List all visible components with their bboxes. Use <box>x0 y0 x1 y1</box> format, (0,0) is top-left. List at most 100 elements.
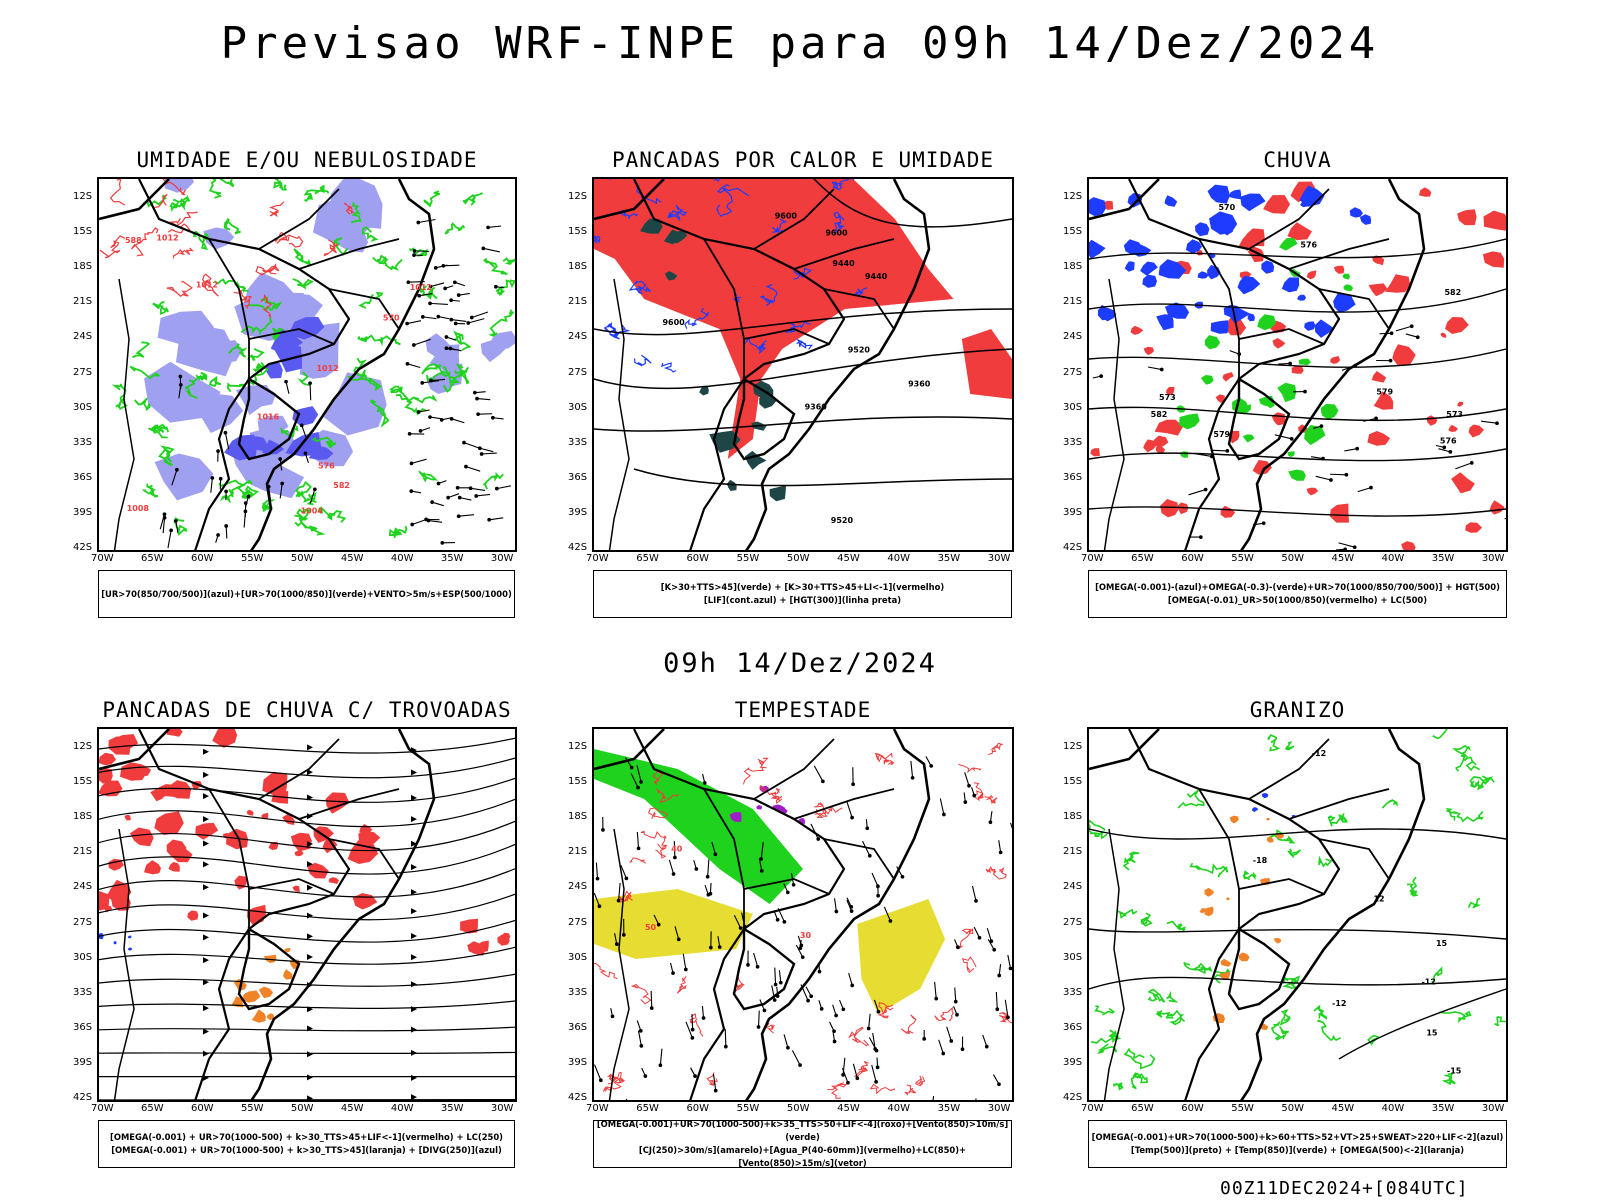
wind-vector <box>178 384 182 399</box>
humidity-low-contours-line <box>247 347 265 361</box>
rain-omega-blob <box>1154 435 1169 449</box>
humidity-low-contours-line <box>388 525 408 538</box>
lat-label: 18S <box>1063 261 1083 273</box>
lat-label: 24S <box>568 881 588 893</box>
height-500-contours-line <box>1089 448 1506 462</box>
wind-vector-head <box>486 225 490 230</box>
humid-area-blob <box>699 385 709 396</box>
thunder-rain-blob <box>166 729 183 737</box>
humidity-low-contours-line <box>483 257 509 276</box>
wind-vector-head <box>1288 361 1293 366</box>
wind-vector-head <box>439 417 444 422</box>
country-border <box>1128 729 1341 1100</box>
rain-omega-blob <box>1451 472 1475 494</box>
lon-label: 60W <box>1181 553 1204 564</box>
wind-vector-head <box>888 919 893 923</box>
wind-vector <box>707 859 710 877</box>
wind-vector-head <box>636 785 640 790</box>
thickness-contours-line <box>260 293 273 319</box>
humidity-high-blob <box>288 317 325 340</box>
lat-label: 18S <box>568 811 588 823</box>
contour-label: 12 <box>1373 894 1384 903</box>
wind-vector-head <box>416 410 421 414</box>
wind-vector-head <box>1352 545 1357 550</box>
wind-vector-head <box>708 945 713 950</box>
instability-area <box>594 179 954 459</box>
wind-vector-head <box>977 935 982 940</box>
streamlines-250-arrows <box>203 744 417 1100</box>
wind-vector <box>712 1073 717 1091</box>
precip-water-contours-line <box>764 1022 775 1034</box>
wind-vector <box>595 862 599 879</box>
humidity-mid-east-blob <box>429 344 460 371</box>
omega-orange-blob <box>1229 815 1239 824</box>
precip-water-contours-line <box>648 807 669 820</box>
rain-green-blob <box>1304 425 1326 446</box>
wind-vector-head <box>162 515 167 520</box>
wind-vector <box>946 1026 952 1042</box>
wind-vector <box>753 952 759 967</box>
wind-arrow <box>203 840 209 847</box>
lat-label: 27S <box>73 916 93 928</box>
wind-vector <box>625 1098 628 1100</box>
rain-green <box>1176 237 1354 481</box>
legend-box: [UR>70(850/700/500)](azul)+[UR>70(1000/8… <box>98 570 515 618</box>
rain-green-blob <box>1257 314 1277 331</box>
humidity-mid-blob <box>323 372 387 436</box>
rain-omega-blob <box>1263 195 1290 214</box>
lat-label: 27S <box>1063 366 1083 378</box>
mid-title: 09h 14/Dez/2024 <box>663 648 937 679</box>
wind-arrow <box>411 1049 417 1056</box>
wind-arrow <box>307 744 313 751</box>
wind-vector-head <box>791 882 796 887</box>
wind-vector <box>760 842 764 860</box>
contour-label: 582 <box>1151 410 1168 419</box>
wind-vector-head <box>178 383 183 387</box>
country-border <box>633 179 846 550</box>
wind-vector <box>279 483 283 499</box>
temp-850-contours-line <box>1467 897 1481 909</box>
wind-vector <box>210 477 213 493</box>
andes-border <box>113 828 135 1100</box>
wind-vector-head <box>949 1039 954 1043</box>
humidity-low-contours-line <box>223 217 241 235</box>
rain-omega-blob <box>1367 431 1391 446</box>
rain-blue-blob <box>1164 302 1190 319</box>
humidity-low-contours-line <box>423 190 440 208</box>
thunder-rain-blob <box>292 885 300 892</box>
humidity-low-contours-line <box>294 521 326 536</box>
thunder-rain-east <box>460 918 511 956</box>
humidity-low-contours-line <box>297 371 311 387</box>
wind-vector-head <box>819 1007 824 1011</box>
humidity-low-contours-line <box>293 248 312 267</box>
precip-water-contours <box>594 742 1012 1099</box>
lon-label: 60W <box>686 553 710 564</box>
map-panel: 582 579 576 573 570 573 576 579 582 <box>1087 177 1508 552</box>
wind-vector-head <box>643 1074 648 1078</box>
wind-arrow <box>307 1025 313 1032</box>
lon-label: 30W <box>490 553 514 564</box>
wind-vector-head <box>162 512 167 517</box>
wind-vector-head <box>1388 358 1393 363</box>
lon-label: 45W <box>837 1103 860 1114</box>
uruguay-border <box>237 376 301 461</box>
humidity-mid-blob <box>164 179 194 193</box>
precip-water-contours-line <box>742 757 769 785</box>
wind-vector-head <box>1099 374 1104 378</box>
wind-vector-head <box>708 891 713 896</box>
temp-500-contours-line <box>1338 988 1506 1060</box>
wind-vector <box>459 497 472 501</box>
humidity-low-contours-line <box>173 516 188 536</box>
temp-850-contours-line <box>1094 1005 1115 1016</box>
wind-vector-head <box>967 783 971 788</box>
wind-vector-head <box>444 335 449 339</box>
temp-850-contours-line <box>1242 870 1257 881</box>
thickness-contours-line <box>255 263 280 276</box>
wind-vector-head <box>775 917 780 922</box>
wind-vector-head <box>428 301 432 306</box>
lat-label: 39S <box>1063 1056 1083 1068</box>
wind-vector <box>778 970 782 983</box>
lon-label: 65W <box>1131 1103 1154 1114</box>
humidity-low-contours-line <box>389 385 409 401</box>
streamlines-250 <box>99 737 515 1100</box>
